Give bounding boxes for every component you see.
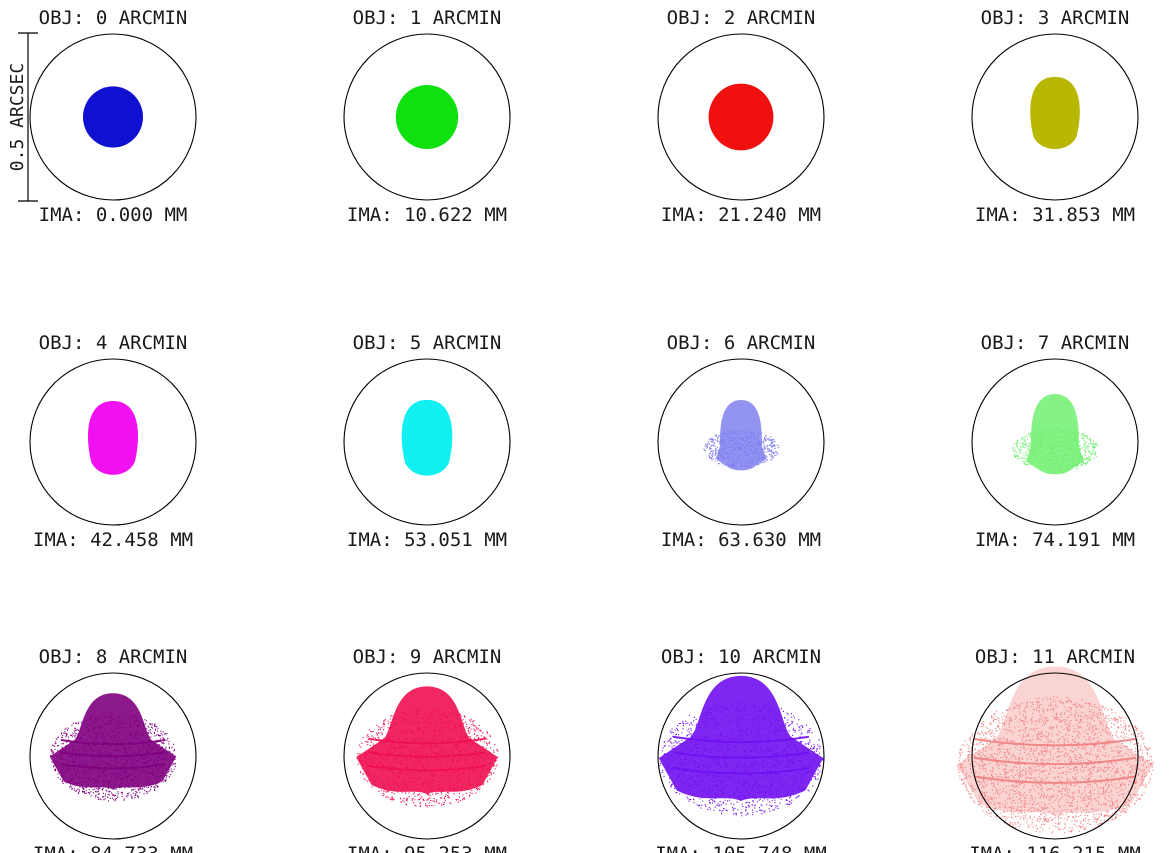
spot-scatter-dots xyxy=(1012,427,1099,472)
object-field-label: OBJ: 2 ARCMIN xyxy=(667,7,816,29)
airy-disk-circle xyxy=(343,33,511,201)
airy-disk-circle xyxy=(29,33,197,201)
spot-panel: OBJ: 10 ARCMIN IMA: 105.748 MM xyxy=(655,646,827,853)
object-field-label: OBJ: 11 ARCMIN xyxy=(975,646,1135,668)
object-field-label: OBJ: 9 ARCMIN xyxy=(353,646,502,668)
image-height-label: IMA: 116.215 MM xyxy=(969,843,1141,853)
airy-disk-circle xyxy=(29,672,197,840)
spot-band xyxy=(672,767,810,775)
spot-pattern xyxy=(703,400,780,471)
spot-core xyxy=(395,84,459,150)
spot-panels: OBJ: 0 ARCMIN IMA: 0.000 MM OBJ: 1 ARCMIN I… xyxy=(29,7,1154,853)
airy-disk-circle xyxy=(657,358,825,526)
object-field-label: OBJ: 7 ARCMIN xyxy=(981,332,1130,354)
spot-panel: OBJ: 9 ARCMIN IMA: 95.253 MM xyxy=(343,646,511,853)
spot-panel: OBJ: 0 ARCMIN IMA: 0.000 MM xyxy=(29,7,197,226)
spot-core xyxy=(87,401,139,475)
spot-pattern xyxy=(49,693,177,802)
image-height-label: IMA: 63.630 MM xyxy=(661,529,821,551)
spot-core xyxy=(401,399,453,476)
spot-pattern xyxy=(87,401,139,475)
spot-core xyxy=(708,83,774,151)
spot-band xyxy=(672,735,810,744)
airy-disk-circle xyxy=(657,672,825,840)
spot-pattern xyxy=(658,675,824,817)
airy-disk-circle xyxy=(343,672,511,840)
object-field-label: OBJ: 1 ARCMIN xyxy=(353,7,502,29)
spot-core xyxy=(658,675,824,802)
spot-band xyxy=(60,739,166,746)
spot-core xyxy=(1030,76,1080,150)
spot-panel: OBJ: 5 ARCMIN IMA: 53.051 MM xyxy=(343,332,511,551)
spot-pattern xyxy=(956,666,1154,834)
image-height-label: IMA: 53.051 MM xyxy=(347,529,507,551)
spot-core xyxy=(83,86,143,148)
spot-core xyxy=(1026,394,1084,475)
spot-pattern xyxy=(356,686,499,808)
airy-disk-circle xyxy=(343,358,511,526)
image-height-label: IMA: 10.622 MM xyxy=(347,204,507,226)
spot-band xyxy=(672,751,810,759)
airy-disk-circle xyxy=(971,33,1139,201)
spot-pattern xyxy=(83,86,143,148)
spot-core xyxy=(356,686,498,795)
object-field-label: OBJ: 4 ARCMIN xyxy=(39,332,188,354)
image-height-label: IMA: 95.253 MM xyxy=(347,843,507,853)
image-height-label: IMA: 74.191 MM xyxy=(975,529,1135,551)
image-height-label: IMA: 0.000 MM xyxy=(39,204,188,226)
spot-panel: OBJ: 6 ARCMIN IMA: 63.630 MM xyxy=(657,332,825,551)
object-field-label: OBJ: 8 ARCMIN xyxy=(39,646,188,668)
airy-disk-circle xyxy=(657,33,825,201)
object-field-label: OBJ: 3 ARCMIN xyxy=(981,7,1130,29)
spot-pattern xyxy=(401,399,453,476)
spot-panel: OBJ: 4 ARCMIN IMA: 42.458 MM xyxy=(29,332,197,551)
spot-scatter-dots xyxy=(703,429,780,469)
object-field-label: OBJ: 5 ARCMIN xyxy=(353,332,502,354)
airy-disk-circle xyxy=(29,358,197,526)
spot-band xyxy=(368,737,486,745)
spot-panel: OBJ: 1 ARCMIN IMA: 10.622 MM xyxy=(343,7,511,226)
spot-panel: OBJ: 7 ARCMIN IMA: 74.191 MM xyxy=(971,332,1139,551)
object-field-label: OBJ: 6 ARCMIN xyxy=(667,332,816,354)
image-height-label: IMA: 84.733 MM xyxy=(33,843,193,853)
spot-panel: OBJ: 8 ARCMIN IMA: 84.733 MM xyxy=(29,646,197,853)
spot-panel: OBJ: 11 ARCMIN IMA: 116.215 MM xyxy=(956,646,1154,853)
object-field-label: OBJ: 10 ARCMIN xyxy=(661,646,821,668)
spot-band xyxy=(973,775,1137,784)
spot-core xyxy=(715,400,767,471)
spot-pattern xyxy=(1012,394,1099,475)
spot-band xyxy=(973,737,1137,747)
image-height-label: IMA: 42.458 MM xyxy=(33,529,193,551)
spot-pattern xyxy=(1030,76,1080,150)
spot-panel: OBJ: 2 ARCMIN IMA: 21.240 MM xyxy=(657,7,825,226)
image-height-label: IMA: 21.240 MM xyxy=(661,204,821,226)
image-height-label: IMA: 105.748 MM xyxy=(655,843,827,853)
image-height-label: IMA: 31.853 MM xyxy=(975,204,1135,226)
airy-disk-circle xyxy=(971,672,1139,840)
spot-pattern xyxy=(395,84,459,150)
object-field-label: OBJ: 0 ARCMIN xyxy=(39,7,188,29)
spot-panel: OBJ: 3 ARCMIN IMA: 31.853 MM xyxy=(971,7,1139,226)
spot-band xyxy=(368,751,486,758)
spot-scatter-dots xyxy=(957,696,1154,834)
scale-bar-label: 0.5 ARCSEC xyxy=(7,63,28,171)
spot-pattern xyxy=(708,83,774,151)
airy-disk-circle xyxy=(971,358,1139,526)
spot-scatter-dots xyxy=(659,701,824,817)
scale-bar: 0.5 ARCSEC xyxy=(7,32,38,202)
